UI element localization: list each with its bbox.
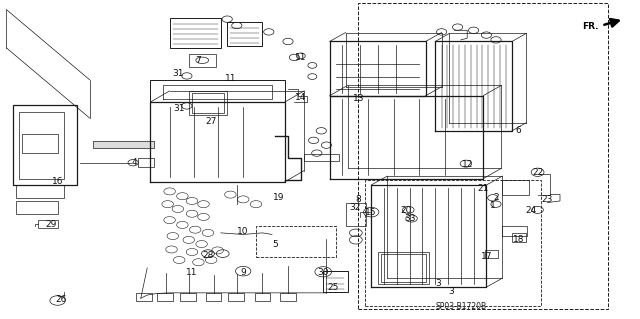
Bar [255, 293, 270, 301]
Text: 4: 4 [132, 158, 137, 167]
Text: 21: 21 [477, 184, 489, 193]
Text: FR.: FR. [582, 22, 598, 31]
Bar [280, 293, 296, 301]
Text: 12: 12 [461, 160, 473, 169]
Bar [485, 250, 498, 258]
Text: 2: 2 [493, 193, 499, 202]
Bar [304, 154, 339, 161]
Text: 6: 6 [516, 126, 521, 135]
Bar [502, 180, 529, 195]
Bar [170, 18, 221, 48]
Text: 11: 11 [225, 74, 236, 83]
Text: 11: 11 [186, 268, 198, 277]
Text: 24: 24 [525, 206, 537, 215]
Text: 20: 20 [401, 206, 412, 215]
Text: 27: 27 [205, 117, 217, 126]
Text: 11: 11 [295, 53, 307, 62]
Bar [323, 271, 348, 292]
Text: 33: 33 [404, 214, 415, 223]
Bar [512, 233, 526, 242]
Text: 3: 3 [436, 279, 441, 288]
Text: 17: 17 [481, 252, 492, 261]
Bar [38, 220, 58, 228]
Bar [206, 293, 221, 301]
Text: SP03-B1720B: SP03-B1720B [435, 302, 486, 311]
Bar [138, 158, 154, 167]
Bar [22, 134, 58, 153]
Text: 10: 10 [237, 227, 249, 236]
Text: 22: 22 [532, 168, 543, 177]
Bar [227, 22, 262, 46]
Bar [93, 141, 154, 148]
Text: 1: 1 [490, 201, 495, 210]
Text: 29: 29 [45, 220, 57, 229]
Text: 8: 8 [356, 195, 361, 204]
Bar [189, 54, 216, 67]
Text: 9: 9 [241, 268, 246, 277]
Text: 7: 7 [196, 56, 201, 65]
Text: 16: 16 [52, 177, 63, 186]
Bar [358, 3, 608, 309]
Text: 25: 25 [327, 283, 339, 292]
Text: 5: 5 [273, 240, 278, 249]
Text: 15: 15 [365, 208, 377, 217]
Text: 28: 28 [202, 251, 214, 260]
Bar [365, 180, 541, 306]
Text: 18: 18 [513, 235, 524, 244]
Text: 14: 14 [295, 93, 307, 102]
Bar [228, 293, 244, 301]
Bar [256, 226, 336, 257]
Text: 31: 31 [173, 104, 185, 113]
Bar [19, 112, 64, 179]
Bar [192, 93, 224, 113]
Text: 23: 23 [541, 195, 553, 204]
Bar [157, 293, 173, 301]
Text: 30: 30 [317, 268, 329, 277]
Bar [16, 185, 64, 198]
Text: 13: 13 [353, 94, 364, 103]
Text: 32: 32 [349, 203, 361, 212]
Bar [13, 105, 77, 185]
Bar [381, 254, 426, 282]
Text: 19: 19 [273, 193, 284, 202]
Bar [16, 201, 58, 214]
Bar [189, 91, 227, 115]
Bar [180, 293, 196, 301]
Text: 31: 31 [172, 69, 184, 78]
Bar [378, 252, 429, 284]
Text: 3: 3 [449, 287, 454, 296]
Bar [136, 293, 152, 301]
Text: 26: 26 [55, 295, 67, 304]
Bar [502, 226, 527, 236]
Bar [346, 203, 366, 226]
